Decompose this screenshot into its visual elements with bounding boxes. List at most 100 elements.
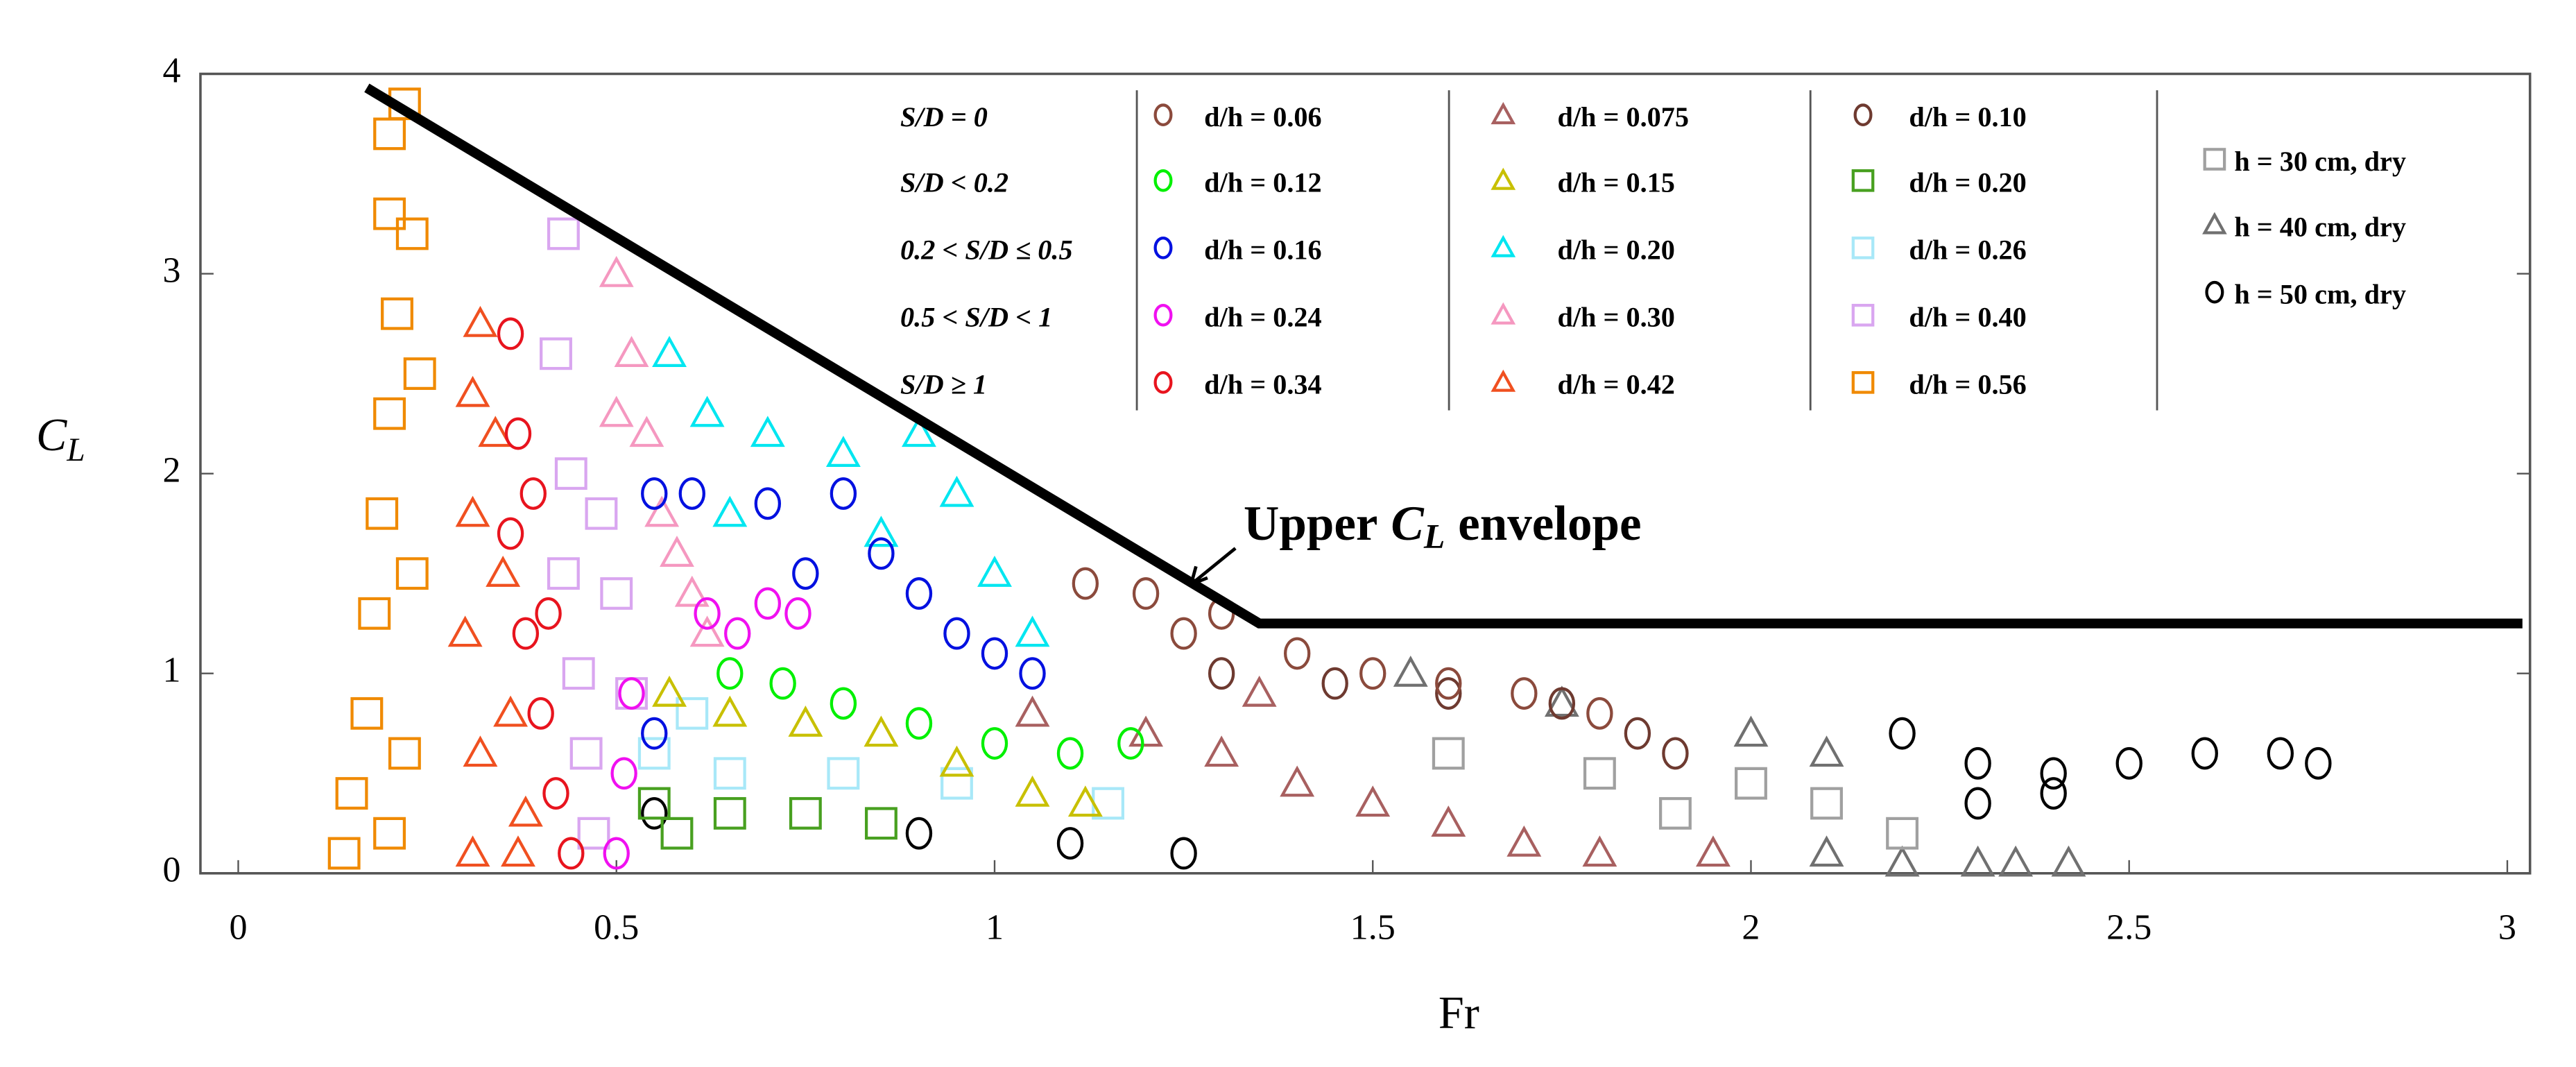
data-point — [825, 436, 861, 467]
legend-marker — [2203, 148, 2226, 171]
legend-group-label: 0.5 < S/D < 1 — [900, 302, 1052, 333]
data-point — [1624, 717, 1651, 750]
data-point — [830, 687, 857, 720]
data-point — [373, 197, 406, 230]
legend-marker — [1153, 103, 1173, 126]
data-point — [455, 375, 490, 407]
legend-label: d/h = 0.12 — [1204, 167, 1321, 198]
data-point — [1355, 785, 1391, 817]
data-point — [395, 217, 429, 250]
data-point — [652, 675, 687, 707]
data-point — [1435, 677, 1462, 710]
legend-marker — [1491, 102, 1516, 125]
x-axis-label: Fr — [1439, 988, 1479, 1039]
data-point — [905, 817, 933, 850]
data-point — [712, 695, 748, 727]
data-point — [2191, 737, 2218, 770]
data-point — [754, 487, 782, 520]
data-point — [373, 397, 406, 430]
data-point — [540, 337, 572, 370]
data-point — [455, 835, 490, 867]
data-point — [637, 737, 671, 770]
legend-label: h = 40 cm, dry — [2234, 212, 2406, 243]
data-point — [939, 475, 974, 507]
data-point — [864, 807, 898, 840]
data-point — [1696, 835, 1731, 867]
legend-label: d/h = 0.42 — [1557, 369, 1674, 400]
data-point — [792, 557, 819, 590]
annotation-text: Upper — [1244, 497, 1377, 551]
data-point — [674, 575, 710, 607]
legend-marker — [1491, 302, 1516, 325]
data-point — [395, 557, 429, 590]
data-point — [1586, 697, 1613, 730]
series — [603, 587, 812, 870]
data-point — [2040, 777, 2067, 810]
data-point — [388, 737, 421, 770]
data-point — [1283, 637, 1311, 670]
data-point — [569, 737, 603, 770]
legend-marker — [1851, 236, 1875, 259]
data-point — [1544, 685, 1579, 717]
series — [447, 305, 543, 867]
data-point — [1321, 667, 1348, 700]
data-point — [769, 667, 796, 700]
series — [599, 255, 725, 647]
annotation-symbol: C — [1391, 497, 1425, 551]
legend-dividers — [1135, 90, 2158, 411]
data-point — [2040, 757, 2067, 790]
x-tick-label: 1 — [986, 908, 1004, 948]
data-point — [2267, 737, 2294, 770]
data-point — [1019, 657, 1046, 690]
series — [641, 717, 2332, 870]
data-point — [520, 477, 547, 510]
data-point — [1359, 657, 1386, 690]
annotation-text: envelope — [1458, 497, 1641, 551]
x-tick-label: 0.5 — [594, 908, 639, 948]
data-point — [600, 577, 633, 610]
data-point — [1435, 667, 1462, 700]
data-point — [358, 597, 391, 630]
legend-label: d/h = 0.20 — [1557, 234, 1674, 266]
data-point — [512, 617, 540, 650]
data-point — [1506, 825, 1542, 857]
data-point — [1886, 817, 1919, 850]
data-point — [981, 727, 1008, 760]
data-point — [1733, 715, 1769, 747]
data-point — [2305, 746, 2332, 780]
data-point — [455, 495, 490, 527]
legend-label: d/h = 0.40 — [1909, 302, 2026, 333]
series — [1072, 567, 1613, 730]
data-point — [504, 417, 532, 450]
data-point — [599, 395, 634, 427]
data-point — [547, 217, 580, 250]
x-tick-label: 3 — [2498, 908, 2516, 948]
y-axis-label-main: C — [36, 410, 67, 461]
legend-label: d/h = 0.10 — [1909, 101, 2026, 133]
legend-group-label: 0.2 < S/D ≤ 0.5 — [900, 234, 1073, 266]
data-point — [977, 555, 1012, 587]
data-point — [1056, 827, 1084, 860]
data-point — [641, 477, 668, 510]
data-point — [373, 817, 406, 850]
legend-marker — [1153, 370, 1173, 394]
data-point — [1964, 787, 1991, 820]
series — [652, 675, 1103, 817]
envelope-line — [364, 83, 2523, 629]
data-point — [1964, 746, 1991, 780]
data-point — [1432, 737, 1465, 770]
legend-marker — [1153, 236, 1173, 259]
data-point — [585, 497, 618, 530]
x-tick-label: 1.5 — [1350, 908, 1396, 948]
legend-label: d/h = 0.26 — [1909, 234, 2026, 266]
data-point — [660, 536, 694, 567]
data-point — [1889, 717, 1916, 750]
data-point — [689, 395, 725, 427]
data-point — [660, 817, 694, 850]
data-point — [542, 777, 569, 810]
data-point — [1072, 567, 1099, 600]
x-tick-label: 2 — [1742, 908, 1760, 948]
legend-marker — [2202, 212, 2227, 234]
data-point — [1809, 735, 1844, 767]
x-tick-label: 0 — [229, 908, 247, 948]
